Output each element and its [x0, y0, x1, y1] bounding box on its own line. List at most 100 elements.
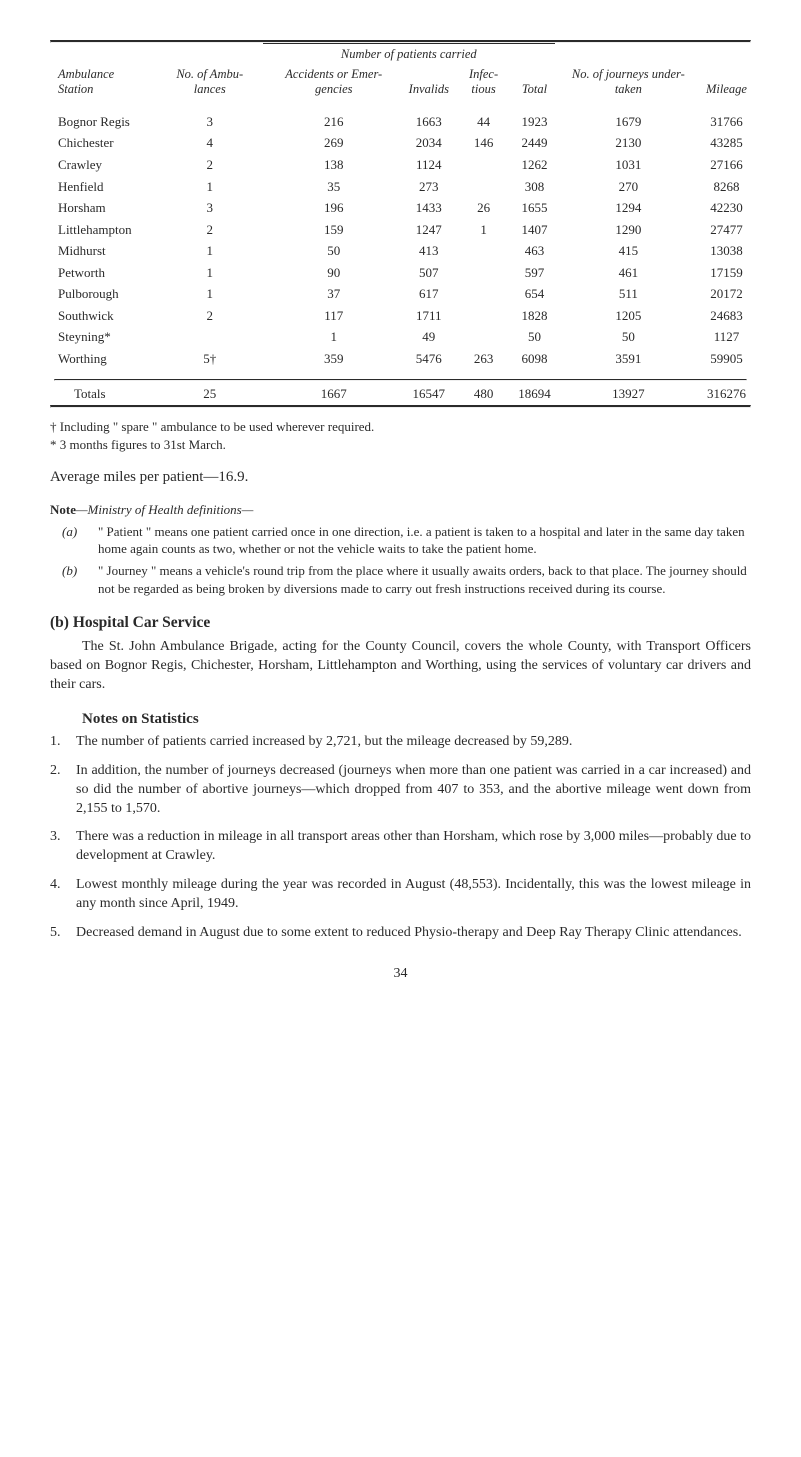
cell-inv: 413 [405, 240, 453, 262]
table-row: Horsham31961433261655129442230 [50, 197, 751, 219]
cell-acc: 50 [263, 240, 405, 262]
section-b-tag: (b) [50, 614, 69, 631]
cell-inv: 1663 [405, 111, 453, 133]
cell-acc: 196 [263, 197, 405, 219]
cell-jrn: 1679 [555, 111, 702, 133]
cell-acc: 269 [263, 132, 405, 154]
cell-inf [453, 262, 514, 284]
cell-amb [157, 326, 263, 348]
page-number: 34 [50, 965, 751, 984]
table-row: Steyning*14950501127 [50, 326, 751, 348]
cell-acc: 37 [263, 283, 405, 305]
cell-inf: 263 [453, 348, 514, 370]
stats-item-body: Lowest monthly mileage during the year w… [76, 876, 751, 914]
cell-station: Southwick [50, 305, 157, 327]
cell-station: Midhurst [50, 240, 157, 262]
cell-jrn: 461 [555, 262, 702, 284]
cell-inv: 1124 [405, 154, 453, 176]
cell-inf [453, 176, 514, 198]
cell-station: Horsham [50, 197, 157, 219]
cell-acc: 359 [263, 348, 405, 370]
cell-acc: 35 [263, 176, 405, 198]
stats-item-body: Decreased demand in August due to some e… [76, 924, 751, 943]
cell-amb: 1 [157, 262, 263, 284]
cell-amb: 2 [157, 305, 263, 327]
totals-mil: 316276 [702, 383, 751, 405]
cell-tot: 2449 [514, 132, 555, 154]
cell-inf [453, 240, 514, 262]
note-item: (a)" Patient " means one patient carried… [50, 523, 751, 558]
totals-amb: 25 [157, 383, 263, 405]
cell-station: Worthing [50, 348, 157, 370]
cell-inv: 1711 [405, 305, 453, 327]
cell-amb: 2 [157, 154, 263, 176]
table-row: Southwick211717111828120524683 [50, 305, 751, 327]
col-infectious: Infec-tious [453, 65, 514, 103]
cell-amb: 1 [157, 240, 263, 262]
cell-station: Bognor Regis [50, 111, 157, 133]
table-row: Crawley213811241262103127166 [50, 154, 751, 176]
cell-amb: 1 [157, 176, 263, 198]
stats-item: 4.Lowest monthly mileage during the year… [50, 876, 751, 914]
ambulance-table: Number of patients carried Ambulance Sta… [50, 43, 751, 405]
col-mileage: Mileage [702, 65, 751, 103]
stats-item-number: 3. [50, 828, 76, 866]
cell-mil: 59905 [702, 348, 751, 370]
note-item-tag: (a) [50, 523, 98, 558]
post-totals-rule [50, 405, 751, 408]
cell-tot: 6098 [514, 348, 555, 370]
cell-inf [453, 305, 514, 327]
cell-amb: 3 [157, 111, 263, 133]
note-item-tag: (b) [50, 562, 98, 597]
cell-inv: 49 [405, 326, 453, 348]
cell-acc: 1 [263, 326, 405, 348]
cell-jrn: 270 [555, 176, 702, 198]
totals-inv: 16547 [405, 383, 453, 405]
table-row: Chichester426920341462449213043285 [50, 132, 751, 154]
cell-jrn: 415 [555, 240, 702, 262]
note-item: (b)" Journey " means a vehicle's round t… [50, 562, 751, 597]
note-label: Note [50, 502, 76, 517]
stats-item: 2.In addition, the number of journeys de… [50, 762, 751, 819]
table-superheader: Number of patients carried [263, 44, 555, 65]
cell-inf: 146 [453, 132, 514, 154]
cell-mil: 20172 [702, 283, 751, 305]
cell-inf [453, 283, 514, 305]
cell-station: Chichester [50, 132, 157, 154]
table-row: Petworth19050759746117159 [50, 262, 751, 284]
col-invalids: Invalids [405, 65, 453, 103]
cell-inf [453, 326, 514, 348]
cell-mil: 13038 [702, 240, 751, 262]
cell-jrn: 1294 [555, 197, 702, 219]
cell-tot: 1407 [514, 219, 555, 241]
table-row: Pulborough13761765451120172 [50, 283, 751, 305]
section-b-para: The St. John Ambulance Brigade, acting f… [50, 638, 751, 695]
cell-station: Littlehampton [50, 219, 157, 241]
totals-jrn: 13927 [555, 383, 702, 405]
cell-amb: 1 [157, 283, 263, 305]
section-b-head: (b) Hospital Car Service [50, 613, 751, 634]
cell-mil: 24683 [702, 305, 751, 327]
totals-label: Totals [50, 383, 157, 405]
stats-item-number: 1. [50, 733, 76, 752]
stats-item-body: The number of patients carried increased… [76, 733, 751, 752]
pre-totals-rule [54, 379, 747, 381]
cell-jrn: 511 [555, 283, 702, 305]
cell-acc: 159 [263, 219, 405, 241]
cell-tot: 1923 [514, 111, 555, 133]
table-row: Littlehampton2159124711407129027477 [50, 219, 751, 241]
stats-list: 1.The number of patients carried increas… [50, 733, 751, 943]
cell-mil: 42230 [702, 197, 751, 219]
cell-inv: 273 [405, 176, 453, 198]
stats-item-number: 2. [50, 762, 76, 819]
cell-mil: 27477 [702, 219, 751, 241]
col-journeys: No. of journeys under-taken [555, 65, 702, 103]
note-dash: —Ministry of Health definitions— [76, 502, 253, 517]
cell-tot: 1262 [514, 154, 555, 176]
cell-acc: 216 [263, 111, 405, 133]
cell-jrn: 2130 [555, 132, 702, 154]
stats-item-body: There was a reduction in mileage in all … [76, 828, 751, 866]
cell-mil: 8268 [702, 176, 751, 198]
stats-item-body: In addition, the number of journeys decr… [76, 762, 751, 819]
cell-tot: 308 [514, 176, 555, 198]
